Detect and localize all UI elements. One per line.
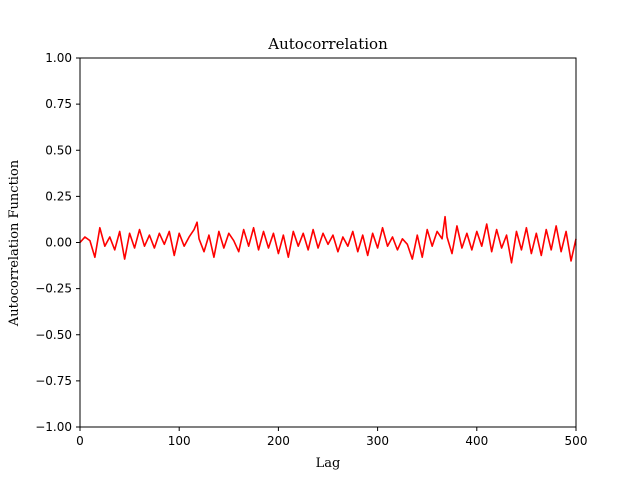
plot-area: 0 100 200 300 400 500 −1.00 −0.75 −0.50 −0.25 0.00… [35, 51, 587, 448]
y-axis-label: Autocorrelation Function [7, 159, 22, 327]
x-tick-label: 300 [366, 434, 389, 448]
x-tick-label: 400 [465, 434, 488, 448]
y-tick-label: −0.50 [35, 328, 72, 342]
x-tick-label: 0 [76, 434, 84, 448]
y-tick-label: 1.00 [45, 51, 72, 65]
x-tick-label: 100 [168, 434, 191, 448]
x-tick-label: 500 [565, 434, 588, 448]
x-axis-label: Lag [316, 456, 341, 471]
y-tick-label: −0.75 [35, 374, 72, 388]
chart-title: Autocorrelation [267, 35, 388, 53]
y-tick-label: 0.00 [45, 236, 72, 250]
y-tick-label: −0.25 [35, 282, 72, 296]
y-tick-label: 0.75 [45, 97, 72, 111]
series-line-0 [79, 215, 577, 264]
x-tick-label: 200 [267, 434, 290, 448]
y-tick-label: 0.50 [45, 143, 72, 157]
y-tick-label: −1.00 [35, 420, 72, 434]
y-tick-label: 0.25 [45, 189, 72, 203]
